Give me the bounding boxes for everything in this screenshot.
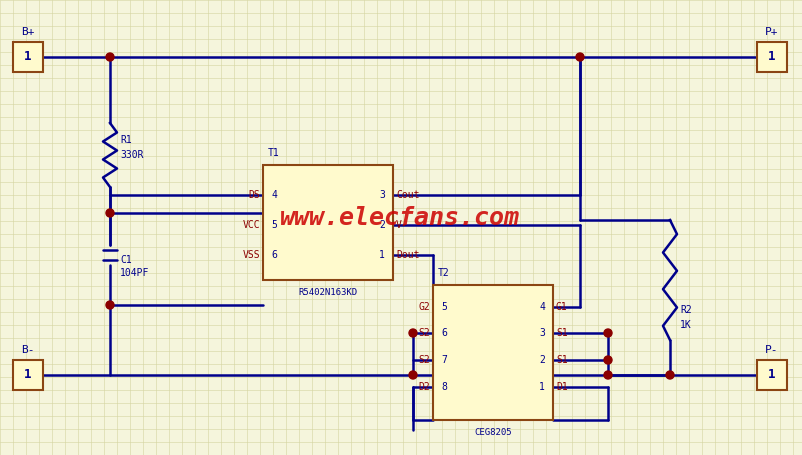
Text: R5402N163KD: R5402N163KD (298, 288, 358, 297)
Text: 330R: 330R (120, 150, 144, 160)
Circle shape (106, 209, 114, 217)
Text: Cout: Cout (396, 190, 419, 200)
Bar (263, 165, 393, 280)
Text: 6: 6 (271, 250, 277, 260)
Text: 7: 7 (441, 355, 447, 365)
Text: T1: T1 (268, 148, 280, 158)
Text: S1: S1 (556, 355, 568, 365)
Text: CEG8205: CEG8205 (474, 428, 512, 437)
Text: VCC: VCC (242, 220, 260, 230)
Text: S2: S2 (419, 328, 430, 338)
Text: 3: 3 (379, 190, 385, 200)
Circle shape (666, 371, 674, 379)
Circle shape (576, 53, 584, 61)
Bar (13, 42, 43, 72)
Bar (757, 360, 787, 390)
Text: 2: 2 (539, 355, 545, 365)
Text: VSS: VSS (242, 250, 260, 260)
Text: G2: G2 (419, 302, 430, 312)
Text: P-: P- (765, 345, 779, 355)
Text: 5: 5 (271, 220, 277, 230)
Text: T2: T2 (438, 268, 450, 278)
Text: Dout: Dout (396, 250, 419, 260)
Text: 3: 3 (539, 328, 545, 338)
Text: R2: R2 (680, 305, 692, 315)
Circle shape (409, 329, 417, 337)
Text: DS: DS (249, 190, 260, 200)
Text: 1: 1 (539, 382, 545, 392)
Text: 1: 1 (379, 250, 385, 260)
Text: D2: D2 (419, 382, 430, 392)
Text: 1: 1 (24, 51, 32, 64)
Text: 1: 1 (24, 369, 32, 381)
Circle shape (106, 53, 114, 61)
Text: G1: G1 (556, 302, 568, 312)
Text: 104PF: 104PF (120, 268, 149, 278)
Text: S1: S1 (556, 328, 568, 338)
Circle shape (604, 356, 612, 364)
Text: www.elecfans.com: www.elecfans.com (280, 206, 520, 230)
Text: P+: P+ (765, 27, 779, 37)
Text: 1: 1 (768, 369, 776, 381)
Circle shape (106, 301, 114, 309)
Text: B-: B- (21, 345, 34, 355)
Bar (13, 360, 43, 390)
Text: 1: 1 (768, 51, 776, 64)
Circle shape (409, 371, 417, 379)
Text: 1K: 1K (680, 320, 692, 330)
Text: R1: R1 (120, 135, 132, 145)
Circle shape (604, 371, 612, 379)
Bar (757, 42, 787, 72)
Text: D1: D1 (556, 382, 568, 392)
Text: 2: 2 (379, 220, 385, 230)
Text: V-: V- (396, 220, 407, 230)
Text: 8: 8 (441, 382, 447, 392)
Text: C1: C1 (120, 255, 132, 265)
Text: B+: B+ (21, 27, 34, 37)
Text: 4: 4 (271, 190, 277, 200)
Text: 4: 4 (539, 302, 545, 312)
Bar (433, 285, 553, 420)
Text: 5: 5 (441, 302, 447, 312)
Circle shape (604, 329, 612, 337)
Text: S2: S2 (419, 355, 430, 365)
Text: 6: 6 (441, 328, 447, 338)
